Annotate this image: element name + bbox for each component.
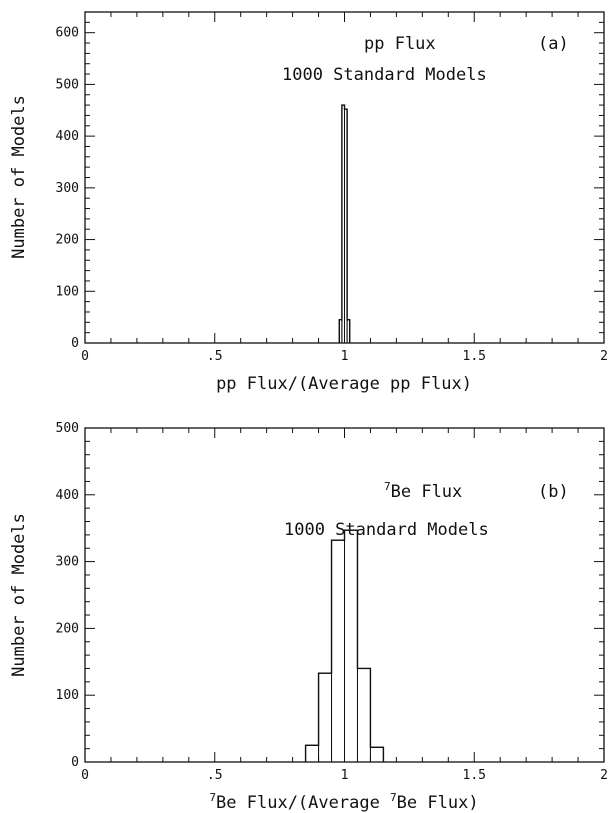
panel-b-annotation-title: 7Be Flux — [384, 480, 462, 502]
panel-b-x-tick-label: .5 — [207, 768, 223, 783]
panel-a-x-tick-label: 2 — [600, 349, 608, 364]
panel-b-ticks — [84, 427, 605, 763]
panel-b-y-tick-label: 400 — [56, 488, 79, 503]
panel-a-bar-2 — [344, 108, 348, 344]
panel-a-y-tick-label: 500 — [56, 77, 79, 92]
panel-b-xlabel-text-2: Be Flux) — [397, 793, 479, 813]
panel-b-bars — [305, 529, 384, 763]
panel-a-x-tick-label: 1.5 — [463, 349, 486, 364]
panel-b-xlabel-sup-1: 7 — [209, 791, 216, 804]
panel-a-x-axis-label: pp Flux/(Average pp Flux) — [216, 374, 472, 394]
panel-b-y-tick-label: 0 — [71, 755, 79, 770]
panel-a-y-tick-label: 100 — [56, 284, 79, 299]
panel-b-title-superscript: 7 — [384, 480, 391, 493]
panel-b-x-tick-label: 1 — [341, 768, 349, 783]
panel-a-y-axis-label: Number of Models — [9, 95, 29, 259]
panel-b-tick-labels: 0 .5 1 1.5 2 0 100 200 300 400 500 — [56, 421, 608, 783]
panel-a-x-tick-label: 0 — [81, 349, 89, 364]
panel-b-xlabel-sup-2: 7 — [390, 791, 397, 804]
panel-a-y-tick-label: 200 — [56, 233, 79, 248]
panel-a-annotation-subtitle: 1000 Standard Models — [282, 65, 487, 85]
panel-b-x-tick-label: 0 — [81, 768, 89, 783]
panel-a-y-tick-label: 600 — [56, 26, 79, 41]
panel-b-y-tick-label: 500 — [56, 421, 79, 436]
panel-a-tick-labels: 0 .5 1 1.5 2 0 100 200 300 400 500 600 — [56, 26, 608, 364]
panel-a-bars — [338, 104, 351, 344]
panel-b-bar-1 — [318, 672, 333, 763]
panel-b-title-text: Be Flux — [391, 482, 463, 502]
panel-b-x-tick-label: 2 — [600, 768, 608, 783]
panel-b-label: (b) — [538, 482, 569, 502]
panel-a-y-tick-label: 0 — [71, 336, 79, 351]
panel-a-label: (a) — [538, 34, 569, 54]
panel-a-x-tick-label: .5 — [207, 349, 223, 364]
panel-a-ticks — [84, 11, 605, 344]
panel-b-y-tick-label: 300 — [56, 555, 79, 570]
panel-b-bar-4 — [356, 667, 371, 763]
panel-b-bar-2 — [331, 539, 345, 763]
panel-b-xlabel-text-1: Be Flux/(Average — [216, 793, 390, 813]
panel-b-bar-0 — [305, 744, 320, 763]
panel-b-y-tick-label: 200 — [56, 621, 79, 636]
panel-b-bar-3 — [344, 529, 358, 763]
panel-b-x-tick-label: 1.5 — [463, 768, 486, 783]
panel-b-bar-5 — [369, 746, 384, 763]
panel-a-bar-3 — [346, 319, 351, 344]
panel-b-y-axis-label: Number of Models — [9, 513, 29, 677]
panel-a-x-tick-label: 1 — [341, 349, 349, 364]
panel-b-annotation-subtitle: 1000 Standard Models — [284, 520, 489, 540]
panel-a-y-tick-label: 400 — [56, 129, 79, 144]
panel-b-y-tick-label: 100 — [56, 688, 79, 703]
panel-a-annotation-title: pp Flux — [364, 34, 436, 54]
panel-a-y-tick-label: 300 — [56, 181, 79, 196]
panel-b-x-axis-label: 7Be Flux/(Average 7Be Flux) — [209, 791, 478, 813]
